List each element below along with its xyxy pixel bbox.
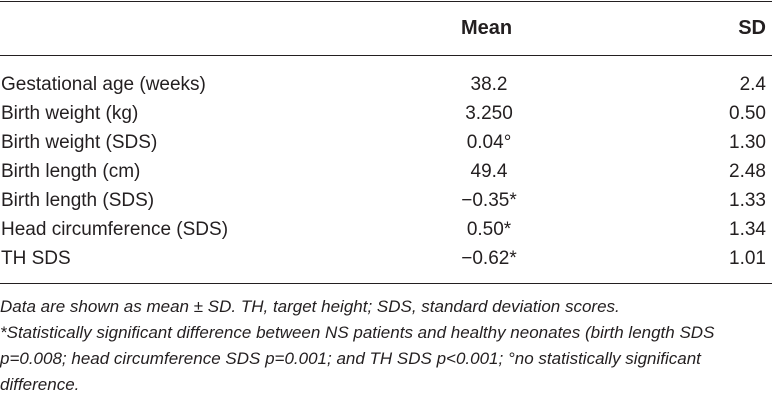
column-header-mean: Mean bbox=[461, 17, 513, 39]
row-label: Birth weight (kg) bbox=[1, 103, 139, 124]
table-row: Birth weight (SDS) 0.04° 1.30 bbox=[0, 129, 772, 158]
row-mean: −0.35* bbox=[461, 190, 517, 211]
row-mean: 3.250 bbox=[465, 103, 513, 124]
column-header-sd: SD bbox=[738, 17, 766, 39]
row-mean: −0.62* bbox=[461, 248, 517, 269]
row-sd: 1.33 bbox=[729, 190, 766, 211]
table-footnotes: Data are shown as mean ± SD. TH, target … bbox=[0, 284, 772, 398]
table-bottom-rule bbox=[0, 283, 772, 284]
row-mean: 0.04° bbox=[466, 132, 512, 153]
table-body: Gestational age (weeks) 38.2 2.4 Birth w… bbox=[0, 56, 772, 283]
row-sd: 2.4 bbox=[739, 74, 766, 95]
table-row: Birth length (SDS) −0.35* 1.33 bbox=[0, 187, 772, 216]
row-label: Head circumference (SDS) bbox=[1, 219, 229, 240]
row-mean: 38.2 bbox=[470, 74, 508, 95]
table-row: TH SDS −0.62* 1.01 bbox=[0, 245, 772, 274]
row-mean: 0.50* bbox=[466, 219, 512, 240]
table-row: Gestational age (weeks) 38.2 2.4 bbox=[0, 71, 772, 100]
row-label: Birth weight (SDS) bbox=[1, 132, 158, 153]
row-label: Birth length (SDS) bbox=[1, 190, 155, 211]
row-sd: 1.01 bbox=[729, 248, 766, 269]
row-mean: 49.4 bbox=[470, 161, 508, 182]
table-top-rule bbox=[0, 1, 772, 2]
row-label: Birth length (cm) bbox=[1, 161, 141, 182]
row-sd: 1.34 bbox=[729, 219, 766, 240]
footnote-significance: *Statistically significant difference be… bbox=[0, 323, 715, 394]
table-header-rule bbox=[0, 55, 772, 56]
table-row: Birth length (cm) 49.4 2.48 bbox=[0, 158, 772, 187]
row-label: TH SDS bbox=[1, 248, 71, 269]
table-header: Mean SD bbox=[0, 2, 772, 55]
footnote-abbreviations: Data are shown as mean ± SD. TH, target … bbox=[0, 297, 620, 316]
row-sd: 0.50 bbox=[729, 103, 766, 124]
row-sd: 1.30 bbox=[729, 132, 766, 153]
table-row: Head circumference (SDS) 0.50* 1.34 bbox=[0, 216, 772, 245]
data-table: Mean SD Gestational age (weeks) 38.2 2.4… bbox=[0, 1, 772, 398]
row-sd: 2.48 bbox=[729, 161, 766, 182]
table-row: Birth weight (kg) 3.250 0.50 bbox=[0, 100, 772, 129]
row-label: Gestational age (weeks) bbox=[1, 74, 206, 95]
